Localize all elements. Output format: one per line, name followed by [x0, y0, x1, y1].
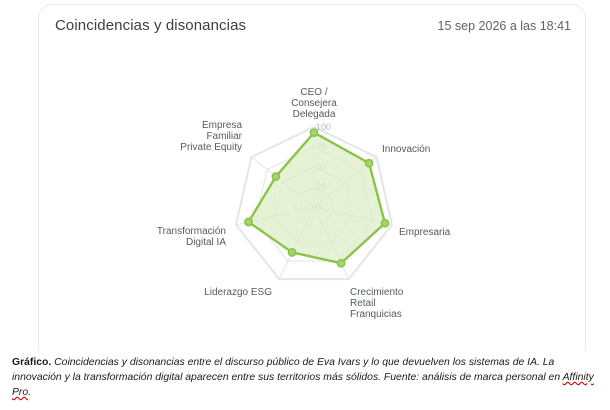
card-title: Coincidencias y disonancias: [55, 17, 247, 34]
data-point-2: [364, 158, 374, 168]
card-timestamp: 15 sep 2026 a las 18:41: [437, 19, 571, 33]
caption-source: Affinity Pro: [12, 372, 594, 398]
radar-chart: 0255075100CEO /ConsejeraDelegadaInnovaci…: [157, 87, 451, 320]
tick-label-100: 100: [316, 122, 331, 132]
data-point-6: [244, 217, 253, 227]
axis-label-1: CEO / Consejera Delegada: [291, 87, 337, 120]
caption-label: Gráfico.: [12, 357, 52, 368]
caption-text: Coincidencias y disonancias entre el dis…: [12, 357, 563, 383]
figure-caption: Gráfico. Coincidencias y disonancias ent…: [12, 355, 598, 400]
caption-end: .: [28, 387, 32, 398]
data-point-5: [287, 248, 297, 257]
axis-label-5: Liderazgo ESG: [204, 287, 272, 298]
data-point-3: [380, 218, 390, 228]
series-area: [247, 131, 387, 265]
axis-label-6: Transformación Digital IA: [157, 226, 226, 248]
axis-label-2: Innovación: [382, 144, 430, 155]
axis-label-3: Empresaria: [399, 227, 451, 238]
grid-ring-4: [234, 125, 394, 281]
axis-label-7: Empresa Familiar Private Equity: [180, 120, 242, 153]
data-point-1: [309, 128, 319, 137]
axis-label-4: Crecimiento Retail Franquicias: [350, 287, 404, 320]
data-point-4: [336, 258, 346, 268]
data-point-7: [271, 172, 281, 181]
